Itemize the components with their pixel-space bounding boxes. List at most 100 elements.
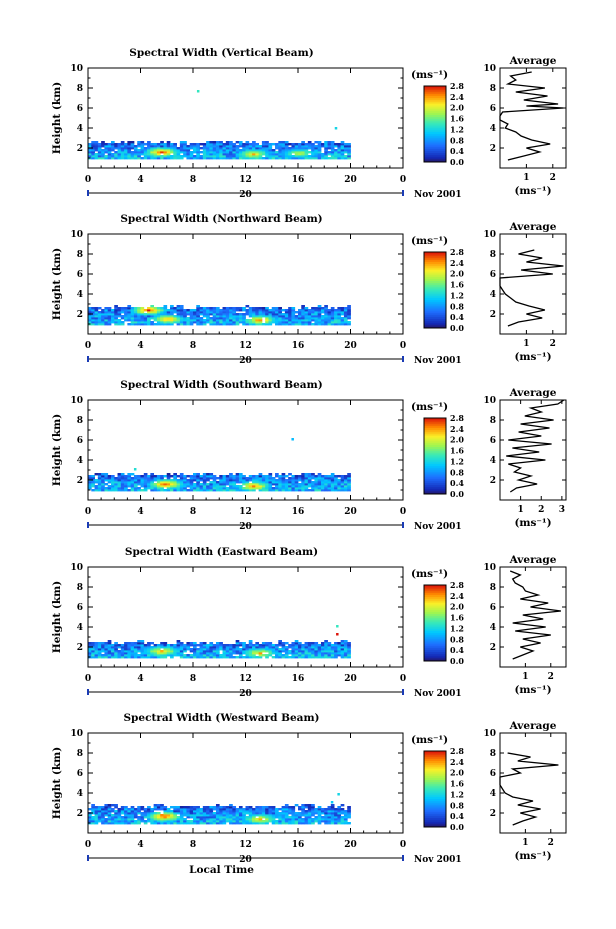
heatmap-cell: [298, 311, 302, 314]
colorbar-band: [424, 615, 446, 618]
heatmap-cell: [222, 646, 227, 649]
heatmap-cell: [275, 656, 279, 659]
colorbar-band: [424, 438, 446, 442]
heatmap-cell: [176, 313, 181, 316]
heatmap-cell: [229, 323, 233, 326]
heatmap-cell: [127, 145, 132, 148]
heatmap-cell: [124, 808, 128, 811]
heatmap-cell: [304, 644, 309, 647]
colorbar-tick-label: 1.6: [450, 779, 464, 789]
heatmap-cell: [206, 487, 210, 490]
heatmap-cell: [222, 319, 227, 322]
y-tick-label: 8: [77, 416, 83, 426]
heatmap-cell: [114, 317, 118, 320]
colorbar-band: [424, 649, 446, 652]
heatmap-cell: [160, 311, 164, 314]
heatmap-cell: [317, 820, 322, 823]
heatmap-cell: [215, 820, 220, 823]
heatmap-cell: [261, 650, 266, 653]
heatmap-cell: [229, 822, 233, 825]
heatmap-cell: [196, 818, 200, 821]
heatmap-cell: [222, 143, 227, 146]
heatmap-cell: [150, 487, 155, 490]
heatmap-cell: [153, 656, 158, 659]
heatmap-cell: [196, 820, 200, 823]
heatmap-cell: [229, 644, 233, 647]
heatmap-cell: [153, 313, 158, 316]
heatmap-cell: [107, 648, 112, 651]
heatmap-cell: [242, 810, 246, 813]
heatmap-cell: [163, 656, 168, 659]
heatmap-cell: [114, 153, 118, 156]
heatmap-cell: [166, 646, 171, 649]
heatmap-cell: [133, 642, 138, 645]
heatmap-cell: [166, 481, 171, 484]
heatmap-cell: [183, 155, 187, 158]
heatmap-cell: [107, 808, 112, 811]
heatmap-cell: [104, 487, 109, 490]
heatmap-cell: [173, 311, 177, 314]
heatmap-cell: [143, 157, 148, 160]
heatmap-cell: [127, 654, 132, 657]
heatmap-cell: [304, 475, 309, 478]
colorbar-units: (ms⁻¹): [411, 568, 448, 580]
heatmap-cell: [104, 155, 109, 158]
heatmap-cell: [314, 818, 319, 821]
heatmap-cell: [222, 481, 227, 484]
heatmap-cell: [107, 642, 112, 645]
heatmap-cell: [281, 149, 286, 152]
heatmap-cell: [343, 475, 348, 478]
heatmap-cell: [340, 656, 345, 659]
heatmap-cell: [215, 814, 220, 817]
heatmap-cell: [202, 652, 207, 655]
x-tick-label: 16: [292, 175, 305, 185]
heatmap-cell: [147, 818, 151, 821]
heatmap-cell: [88, 309, 92, 312]
heatmap-cell: [212, 309, 217, 312]
heatmap-cell: [94, 648, 99, 651]
heatmap-cell: [307, 652, 312, 655]
heatmap-cell: [343, 149, 348, 152]
heatmap-cell: [183, 141, 187, 144]
heatmap-cell: [340, 145, 345, 148]
heatmap-cell: [206, 654, 210, 657]
heatmap-cell: [137, 640, 141, 643]
heatmap-cell: [91, 644, 95, 647]
heatmap-cell: [222, 808, 227, 811]
x-tick-label: 0: [400, 674, 406, 684]
heatmap-cell: [199, 321, 204, 324]
heatmap-cell: [229, 656, 233, 659]
heatmap-cell: [275, 481, 279, 484]
heatmap-cell: [147, 157, 151, 160]
heatmap-cell: [127, 650, 132, 653]
heatmap-cell: [222, 317, 227, 320]
heatmap-cell: [120, 157, 125, 160]
heatmap-cell: [196, 309, 200, 312]
x-tick-label: 0: [400, 507, 406, 517]
heatmap-cell: [107, 481, 112, 484]
heatmap-cell: [173, 151, 177, 154]
heatmap-cell: [219, 642, 223, 645]
heatmap-cell: [281, 319, 286, 322]
heatmap-cell: [163, 644, 168, 647]
heatmap-cell: [91, 485, 95, 488]
heatmap-cell: [324, 321, 328, 324]
heatmap-cell: [209, 642, 214, 645]
heatmap-cell: [130, 143, 135, 146]
heatmap-cell: [166, 475, 171, 478]
heatmap-cell: [324, 644, 328, 647]
heatmap-cell: [199, 479, 204, 482]
heatmap-cell: [252, 149, 256, 152]
heatmap-cell: [91, 313, 95, 316]
heatmap-cell: [225, 151, 230, 154]
heatmap-cell: [219, 812, 223, 815]
heatmap-cell: [196, 814, 200, 817]
heatmap-cell: [114, 147, 118, 150]
colorbar-tick-label: 1.2: [450, 290, 464, 300]
heatmap-cell: [275, 646, 279, 649]
heatmap-cell: [120, 307, 125, 310]
heatmap-cell: [183, 321, 187, 324]
heatmap-cell: [301, 145, 305, 148]
heatmap-cell: [275, 648, 279, 651]
heatmap-cell: [268, 147, 273, 150]
